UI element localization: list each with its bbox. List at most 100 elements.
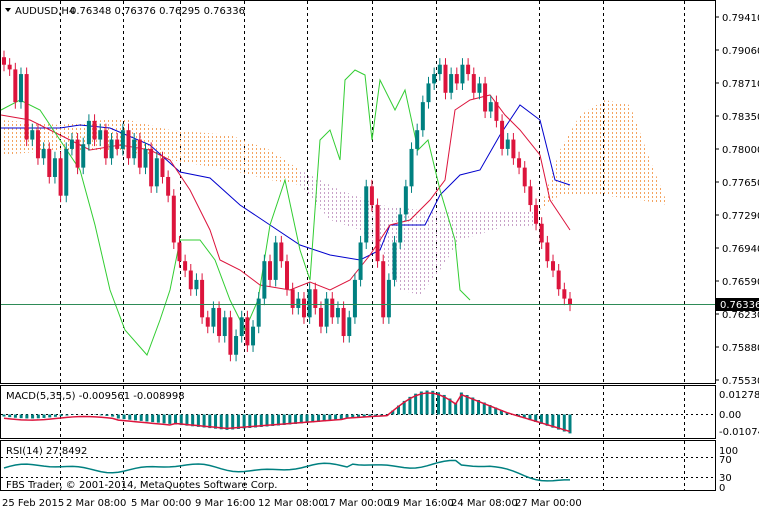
candle-body <box>460 64 465 84</box>
macd-histogram-bar <box>454 402 458 415</box>
candle-body <box>443 64 448 93</box>
macd-histogram-bar <box>368 414 372 417</box>
symbol-label: AUDUSD,H4 <box>15 6 75 17</box>
candle-body <box>18 74 23 103</box>
macd-histogram-bar <box>36 414 40 419</box>
macd-histogram-bar <box>522 414 526 419</box>
candle-body <box>52 158 57 177</box>
macd-histogram-bar <box>59 414 63 417</box>
candle-body <box>98 130 103 140</box>
macd-histogram-bar <box>437 392 441 415</box>
candlesticks <box>2 50 572 362</box>
candle-body <box>205 317 210 327</box>
macd-tick-label: 0.00 <box>719 410 741 421</box>
candle-body <box>279 242 284 262</box>
macd-histogram-bar <box>2 414 6 417</box>
dropdown-arrow-icon[interactable] <box>5 8 11 12</box>
candle-body <box>7 64 12 70</box>
candle-body <box>47 148 52 177</box>
candle-body <box>200 279 205 318</box>
candle-body <box>364 186 369 243</box>
macd-histogram-bar <box>311 414 315 423</box>
cloud-lower <box>300 170 540 295</box>
macd-histogram-bar <box>139 414 143 421</box>
candle-body <box>115 139 120 149</box>
macd-histogram-bar <box>179 414 183 426</box>
candle-body <box>154 158 159 187</box>
macd-histogram-bar <box>465 395 469 415</box>
candle-body <box>392 242 397 280</box>
macd-histogram-bar <box>351 414 355 419</box>
macd-histogram-bar <box>254 414 258 428</box>
candle-body <box>194 279 199 290</box>
candle-body <box>432 74 437 84</box>
macd-histogram-bar <box>402 400 406 415</box>
candle-body <box>551 261 556 271</box>
macd-tick-label: 0.012787 <box>719 390 759 401</box>
macd-histogram-bar <box>505 412 509 415</box>
candle-body <box>466 64 471 75</box>
candle-body <box>149 148 154 187</box>
candle-body <box>528 186 533 206</box>
time-tick-label: 2 Mar 08:00 <box>66 498 126 509</box>
macd-histogram-bar <box>431 390 435 415</box>
candle-body <box>2 57 6 65</box>
candle-body <box>500 120 505 149</box>
macd-histogram-bar <box>174 414 178 425</box>
candle-body <box>398 214 403 243</box>
candle-body <box>471 74 476 93</box>
time-axis: 25 Feb 2015 2 Mar 08:00 5 Mar 00:00 9 Ma… <box>2 498 582 509</box>
candle-body <box>358 242 363 280</box>
candle-body <box>120 130 125 149</box>
macd-histogram-bar <box>122 414 126 420</box>
grid-lines <box>1 1 715 490</box>
candle-body <box>262 261 267 299</box>
candle-body <box>437 64 442 75</box>
macd-histogram-bar <box>151 414 155 423</box>
candle-body <box>488 102 493 112</box>
candle-body <box>211 307 216 327</box>
candle-body <box>166 176 171 196</box>
macd-tick-label: -0.010747 <box>719 427 759 438</box>
candle-body <box>217 307 222 337</box>
macd-histogram-bar <box>231 414 235 430</box>
candle-body <box>494 102 499 121</box>
candle-body <box>534 205 539 224</box>
macd-histogram-bar <box>25 414 29 419</box>
macd-histogram-bar <box>568 414 572 434</box>
time-tick-label: 25 Feb 2015 <box>2 498 64 509</box>
macd-histogram-bar <box>242 414 246 429</box>
rsi-tick-label: 100 <box>719 446 738 457</box>
macd-histogram-bar <box>99 414 103 416</box>
time-tick-label: 19 Mar 16:00 <box>387 498 454 509</box>
candle-body <box>409 148 414 187</box>
macd-histogram-bar <box>328 414 332 421</box>
candle-body <box>556 270 561 290</box>
candle-body <box>454 74 459 84</box>
candle-body <box>517 158 522 168</box>
candle-body <box>313 289 318 308</box>
rsi-panel-frame <box>0 440 716 491</box>
macd-histogram-bar <box>499 410 503 415</box>
macd-histogram-bar <box>339 414 343 420</box>
candle-body <box>228 317 233 355</box>
candle-body <box>188 270 193 290</box>
macd-histogram-bar <box>111 414 115 417</box>
candle-body <box>58 158 63 196</box>
candle-body <box>505 139 510 149</box>
rsi-title: RSI(14) 27.8492 <box>6 446 87 457</box>
candle-body <box>545 242 550 262</box>
candle-body <box>347 317 352 337</box>
candle-body <box>75 139 80 168</box>
macd-histogram-bar <box>391 410 395 415</box>
candle-body <box>330 298 335 318</box>
macd-histogram-bar <box>316 414 320 422</box>
macd-histogram-bar <box>185 414 189 426</box>
rsi-line <box>3 459 571 482</box>
macd-histogram-bar <box>271 414 275 426</box>
